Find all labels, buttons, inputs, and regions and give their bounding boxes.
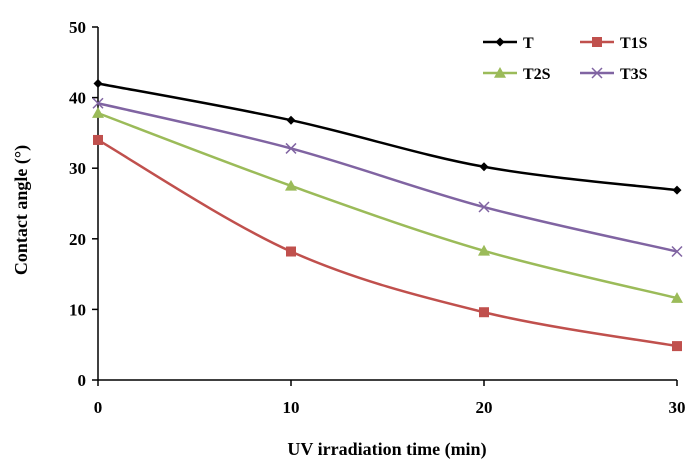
series-t1s-point — [672, 341, 682, 352]
series-t-point — [479, 162, 489, 172]
series-t1s-line — [97, 138, 678, 348]
series-t2s-point — [285, 179, 297, 191]
series-t3s-point — [92, 97, 104, 109]
legend-t3s-marker — [591, 67, 603, 79]
legend-t1s-label: T1S — [620, 35, 648, 52]
series-t2s-point — [671, 292, 683, 303]
marker-stroke — [92, 97, 104, 109]
x-tick-label: 20 — [476, 398, 493, 417]
y-tick-label: 40 — [69, 89, 86, 108]
series-t-point — [672, 185, 682, 195]
y-axis-ticks: 0 10 20 30 40 50 — [69, 18, 98, 390]
series-t2s-point — [92, 107, 104, 118]
legend-t-marker — [495, 37, 505, 47]
x-tick-label: 10 — [283, 398, 300, 417]
series-t3s-line — [97, 102, 678, 253]
series-t1s-point — [286, 246, 296, 257]
y-tick-label: 20 — [69, 230, 86, 249]
marker-stroke — [671, 245, 683, 258]
legend-t-label: T — [523, 35, 534, 52]
legend-t3s-label: T3S — [620, 66, 648, 83]
legend: T T1S T2S T3S — [483, 35, 648, 83]
series-t3s-point — [478, 201, 490, 213]
y-tick-label: 30 — [69, 159, 86, 178]
series-t-point — [286, 115, 296, 125]
y-tick-label: 50 — [69, 18, 86, 37]
series-t1s-point — [479, 307, 489, 318]
series-t1s-point — [93, 134, 103, 145]
series-t2s-line — [97, 111, 678, 300]
series-t-point — [93, 78, 103, 88]
series-layer — [92, 78, 683, 352]
series-t-line — [97, 82, 678, 192]
legend-t1s-marker — [592, 37, 602, 47]
marker-stroke — [285, 142, 297, 154]
marker-stroke — [478, 201, 490, 213]
x-axis-title: UV irradiation time (min) — [287, 439, 486, 460]
axes — [97, 27, 677, 381]
series-t3s-point — [285, 142, 297, 154]
series-t2s — [92, 107, 683, 303]
y-tick-label: 10 — [69, 300, 86, 319]
y-axis-title: Contact angle (°) — [11, 145, 32, 275]
x-tick-label: 0 — [94, 398, 103, 417]
legend-t2s-marker — [494, 67, 506, 78]
series-t3s — [92, 97, 683, 258]
series-t2s-point — [478, 244, 490, 256]
series-t1s — [93, 134, 682, 352]
x-tick-label: 30 — [669, 398, 686, 417]
series-t3s-point — [671, 245, 683, 258]
marker-stroke — [591, 67, 603, 79]
y-tick-label: 0 — [78, 371, 87, 390]
legend-t2s-label: T2S — [523, 66, 551, 83]
x-axis-ticks: 0 10 20 30 — [94, 380, 686, 417]
series-t — [93, 78, 682, 195]
